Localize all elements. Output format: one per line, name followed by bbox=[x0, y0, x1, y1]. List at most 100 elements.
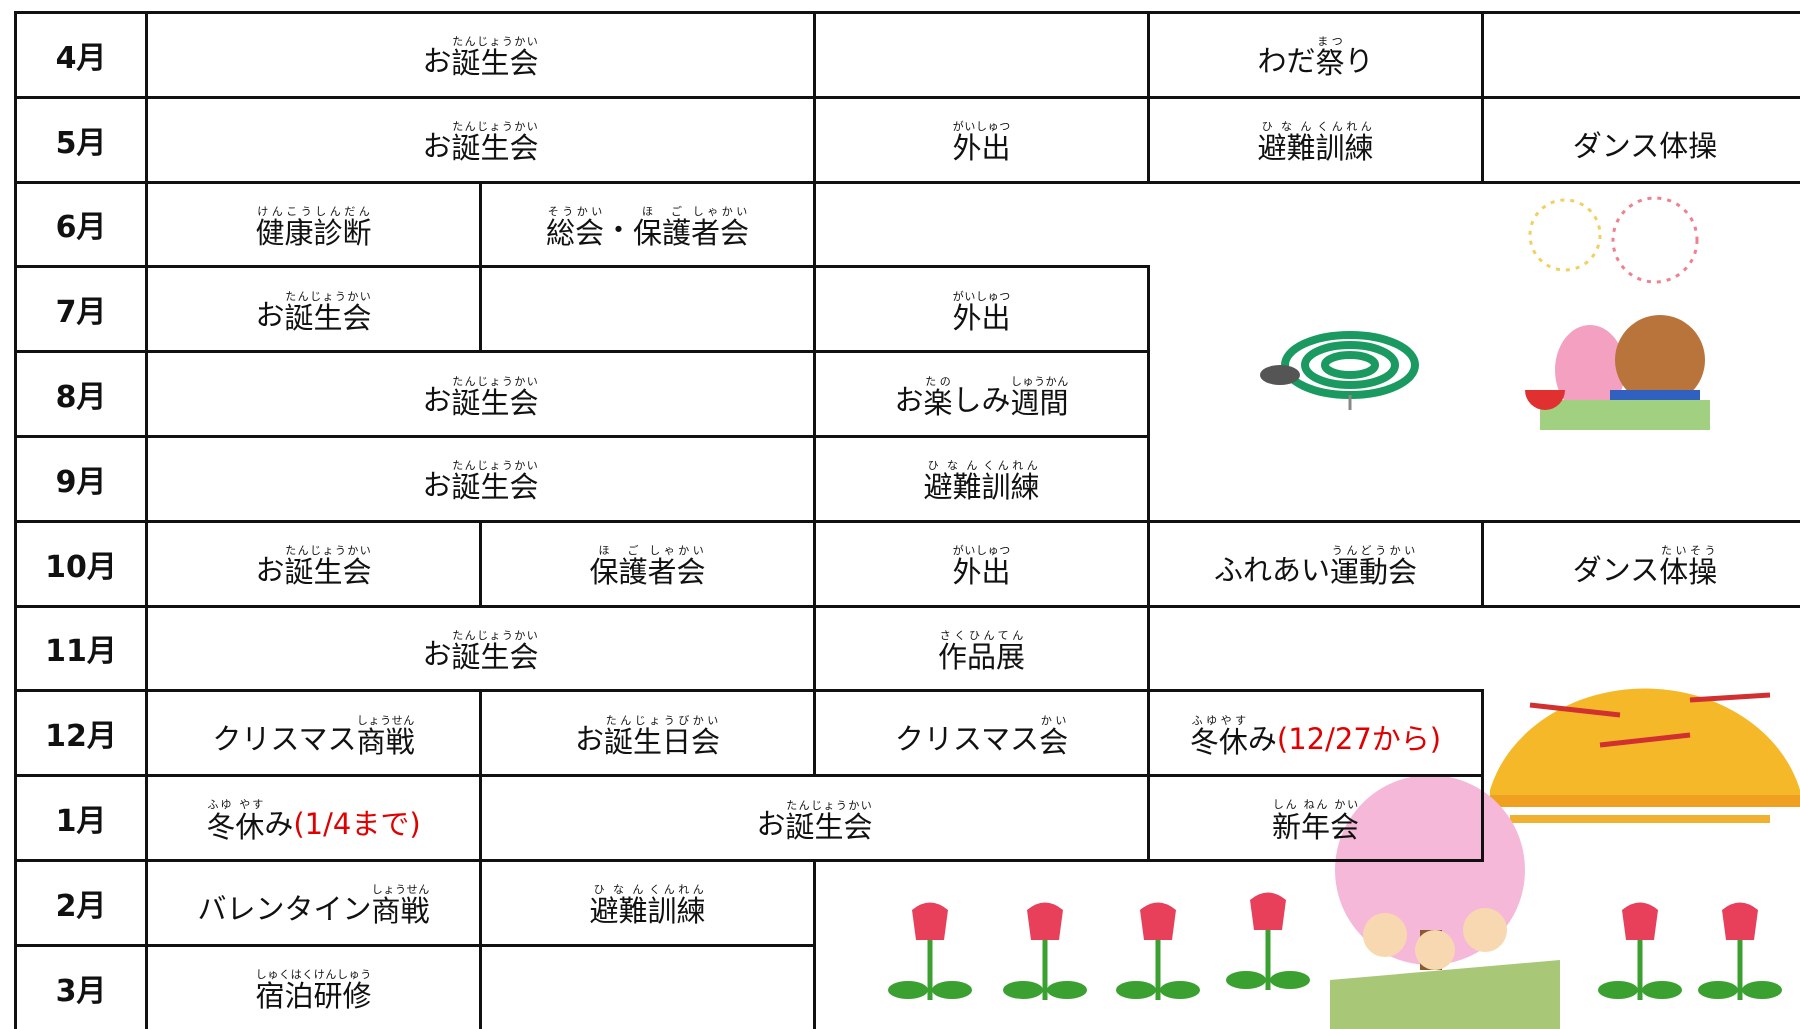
event-text: クリスマス bbox=[894, 722, 1040, 757]
furigana: ひなん bbox=[1257, 120, 1316, 134]
furigana: たんじょうかい bbox=[451, 459, 539, 473]
furigana: かい bbox=[691, 713, 721, 727]
event-text: 誕生日 bbox=[603, 724, 691, 759]
event-text: クリスマス bbox=[212, 722, 357, 757]
event-cell: 避難ひなん 訓練くんれん bbox=[1147, 95, 1484, 184]
event-text: バレンタイン bbox=[197, 891, 372, 926]
event-text: 避難 bbox=[923, 470, 982, 505]
month-cell: 4月 bbox=[14, 11, 148, 99]
event-cell: お誕生会たんじょうかい bbox=[145, 604, 816, 693]
month-cell: 1月 bbox=[14, 774, 148, 862]
ruby-text: 楽たの bbox=[923, 375, 952, 422]
event-cell: 避難ひなん 訓練くんれん bbox=[813, 435, 1150, 523]
event-text: 診断 bbox=[313, 215, 372, 250]
event-text: 健康 bbox=[255, 215, 314, 250]
month-cell: 6月 bbox=[14, 180, 148, 269]
event-text: 外出 bbox=[952, 555, 1011, 590]
furigana: しょうせん bbox=[356, 713, 415, 727]
event-cell: お誕生会たんじょうかい bbox=[145, 11, 816, 99]
event-text: ふれあい bbox=[1213, 552, 1330, 587]
sunset bbox=[1490, 688, 1800, 823]
event-cell: お誕生日たんじょうび 会かい bbox=[479, 689, 816, 778]
ruby-text: 総会そうかい bbox=[546, 205, 604, 252]
event-cell: 保護ほご 者しゃ 会かい bbox=[479, 519, 816, 608]
ruby-text: 新年会しん ねん かい bbox=[1272, 798, 1359, 846]
furigana: しゅうかん bbox=[1010, 374, 1069, 388]
event-text: 作品展 bbox=[937, 639, 1025, 674]
event-text: 避難 bbox=[589, 894, 648, 929]
furigana: けんこう bbox=[255, 204, 314, 218]
event-cell: バレンタイン 商戦しょうせん bbox=[145, 859, 482, 947]
event-text: わだ bbox=[1257, 43, 1316, 78]
event-text: 会 bbox=[1039, 724, 1069, 759]
furigana: ひなん bbox=[589, 883, 648, 897]
ruby-text: 宿泊しゅくはく bbox=[255, 968, 313, 1015]
ruby-text: 誕生日たんじょうび bbox=[604, 714, 691, 761]
event-text: しみ bbox=[952, 383, 1011, 418]
event-cell: 総会そうかい・保護ほご 者しゃ 会かい bbox=[479, 180, 816, 269]
ruby-text: 商戦しょうせん bbox=[357, 714, 415, 761]
ruby-text: 避難ひなん bbox=[1257, 120, 1315, 167]
furigana: しんだん bbox=[313, 204, 372, 218]
event-cell: お誕生会たんじょうかい bbox=[145, 435, 816, 523]
event-cell: ふれあい 運動会うんどうかい bbox=[1147, 519, 1484, 608]
event-text: 訓練 bbox=[1315, 131, 1374, 166]
month-label: 4月 bbox=[55, 40, 107, 76]
event-cell: お誕生会たんじょうかい bbox=[479, 774, 1150, 862]
furigana: けんしゅう bbox=[313, 968, 372, 982]
event-cell: お誕生会たんじょうかい bbox=[145, 519, 482, 608]
ruby-text: 訓練くんれん bbox=[648, 883, 706, 930]
ruby-text: 誕生会たんじょうかい bbox=[786, 799, 873, 846]
ruby-text: 体操たいそう bbox=[1659, 544, 1717, 591]
furigana: かい bbox=[720, 204, 750, 218]
month-label: 10月 bbox=[45, 549, 117, 585]
event-cell: 新年会しん ねん かい bbox=[1147, 774, 1484, 862]
event-text: 誕生会 bbox=[451, 470, 539, 505]
furigana: そうかい bbox=[545, 204, 604, 218]
furigana: がいしゅつ bbox=[952, 289, 1011, 303]
event-text: 外出 bbox=[952, 300, 1011, 335]
event-text: 冬休 bbox=[1189, 724, 1248, 759]
event-text: 運動会 bbox=[1330, 555, 1418, 590]
furigana: しゃ bbox=[647, 544, 677, 558]
event-cell: ダンス体操 bbox=[1481, 95, 1800, 184]
month-label: 12月 bbox=[45, 719, 117, 755]
event-text: 冬休 bbox=[206, 810, 265, 845]
month-label: 6月 bbox=[55, 210, 107, 246]
furigana: しゅくはく bbox=[255, 968, 314, 982]
event-text: 会 bbox=[691, 724, 721, 759]
ruby-text: 者しゃ bbox=[691, 205, 720, 252]
event-text: お bbox=[255, 552, 285, 587]
event-text: ・ bbox=[603, 213, 633, 248]
event-text: り bbox=[1344, 43, 1374, 78]
ruby-text: 週間しゅうかん bbox=[1011, 375, 1069, 422]
event-text: 誕生会 bbox=[284, 300, 372, 335]
furigana: しん ねん かい bbox=[1271, 798, 1359, 812]
ruby-text: 作品展さくひんてん bbox=[938, 629, 1025, 676]
event-text: 楽 bbox=[923, 385, 953, 420]
event-cell: クリスマス 会かい bbox=[813, 689, 1150, 778]
event-cell: 宿泊しゅくはく 研修けんしゅう bbox=[145, 943, 482, 1029]
event-text: 体操 bbox=[1659, 555, 1718, 590]
month-cell: 8月 bbox=[14, 350, 148, 438]
event-text: お bbox=[422, 637, 452, 672]
event-text: ダンス bbox=[1572, 552, 1660, 587]
month-label: 9月 bbox=[55, 464, 107, 500]
furigana: がいしゅつ bbox=[952, 120, 1011, 134]
event-text: 誕生会 bbox=[451, 131, 539, 166]
event-text: 新年会 bbox=[1271, 810, 1359, 845]
furigana: うんどうかい bbox=[1330, 544, 1417, 558]
furigana: ふゆやす bbox=[1189, 713, 1248, 727]
ruby-text: 誕生会たんじょうかい bbox=[285, 290, 372, 337]
event-cell bbox=[813, 11, 1150, 99]
event-text: お bbox=[894, 383, 924, 418]
furigana: しゃ bbox=[691, 204, 721, 218]
month-label: 11月 bbox=[45, 634, 117, 670]
furigana: たんじょうかい bbox=[451, 35, 539, 49]
event-text: ダンス体操 bbox=[1572, 128, 1718, 163]
mosquito-coil bbox=[1260, 331, 1419, 410]
ruby-text: 会かい bbox=[1039, 714, 1068, 761]
furigana: ほご bbox=[589, 544, 648, 558]
ruby-text: 者しゃ bbox=[647, 544, 676, 591]
